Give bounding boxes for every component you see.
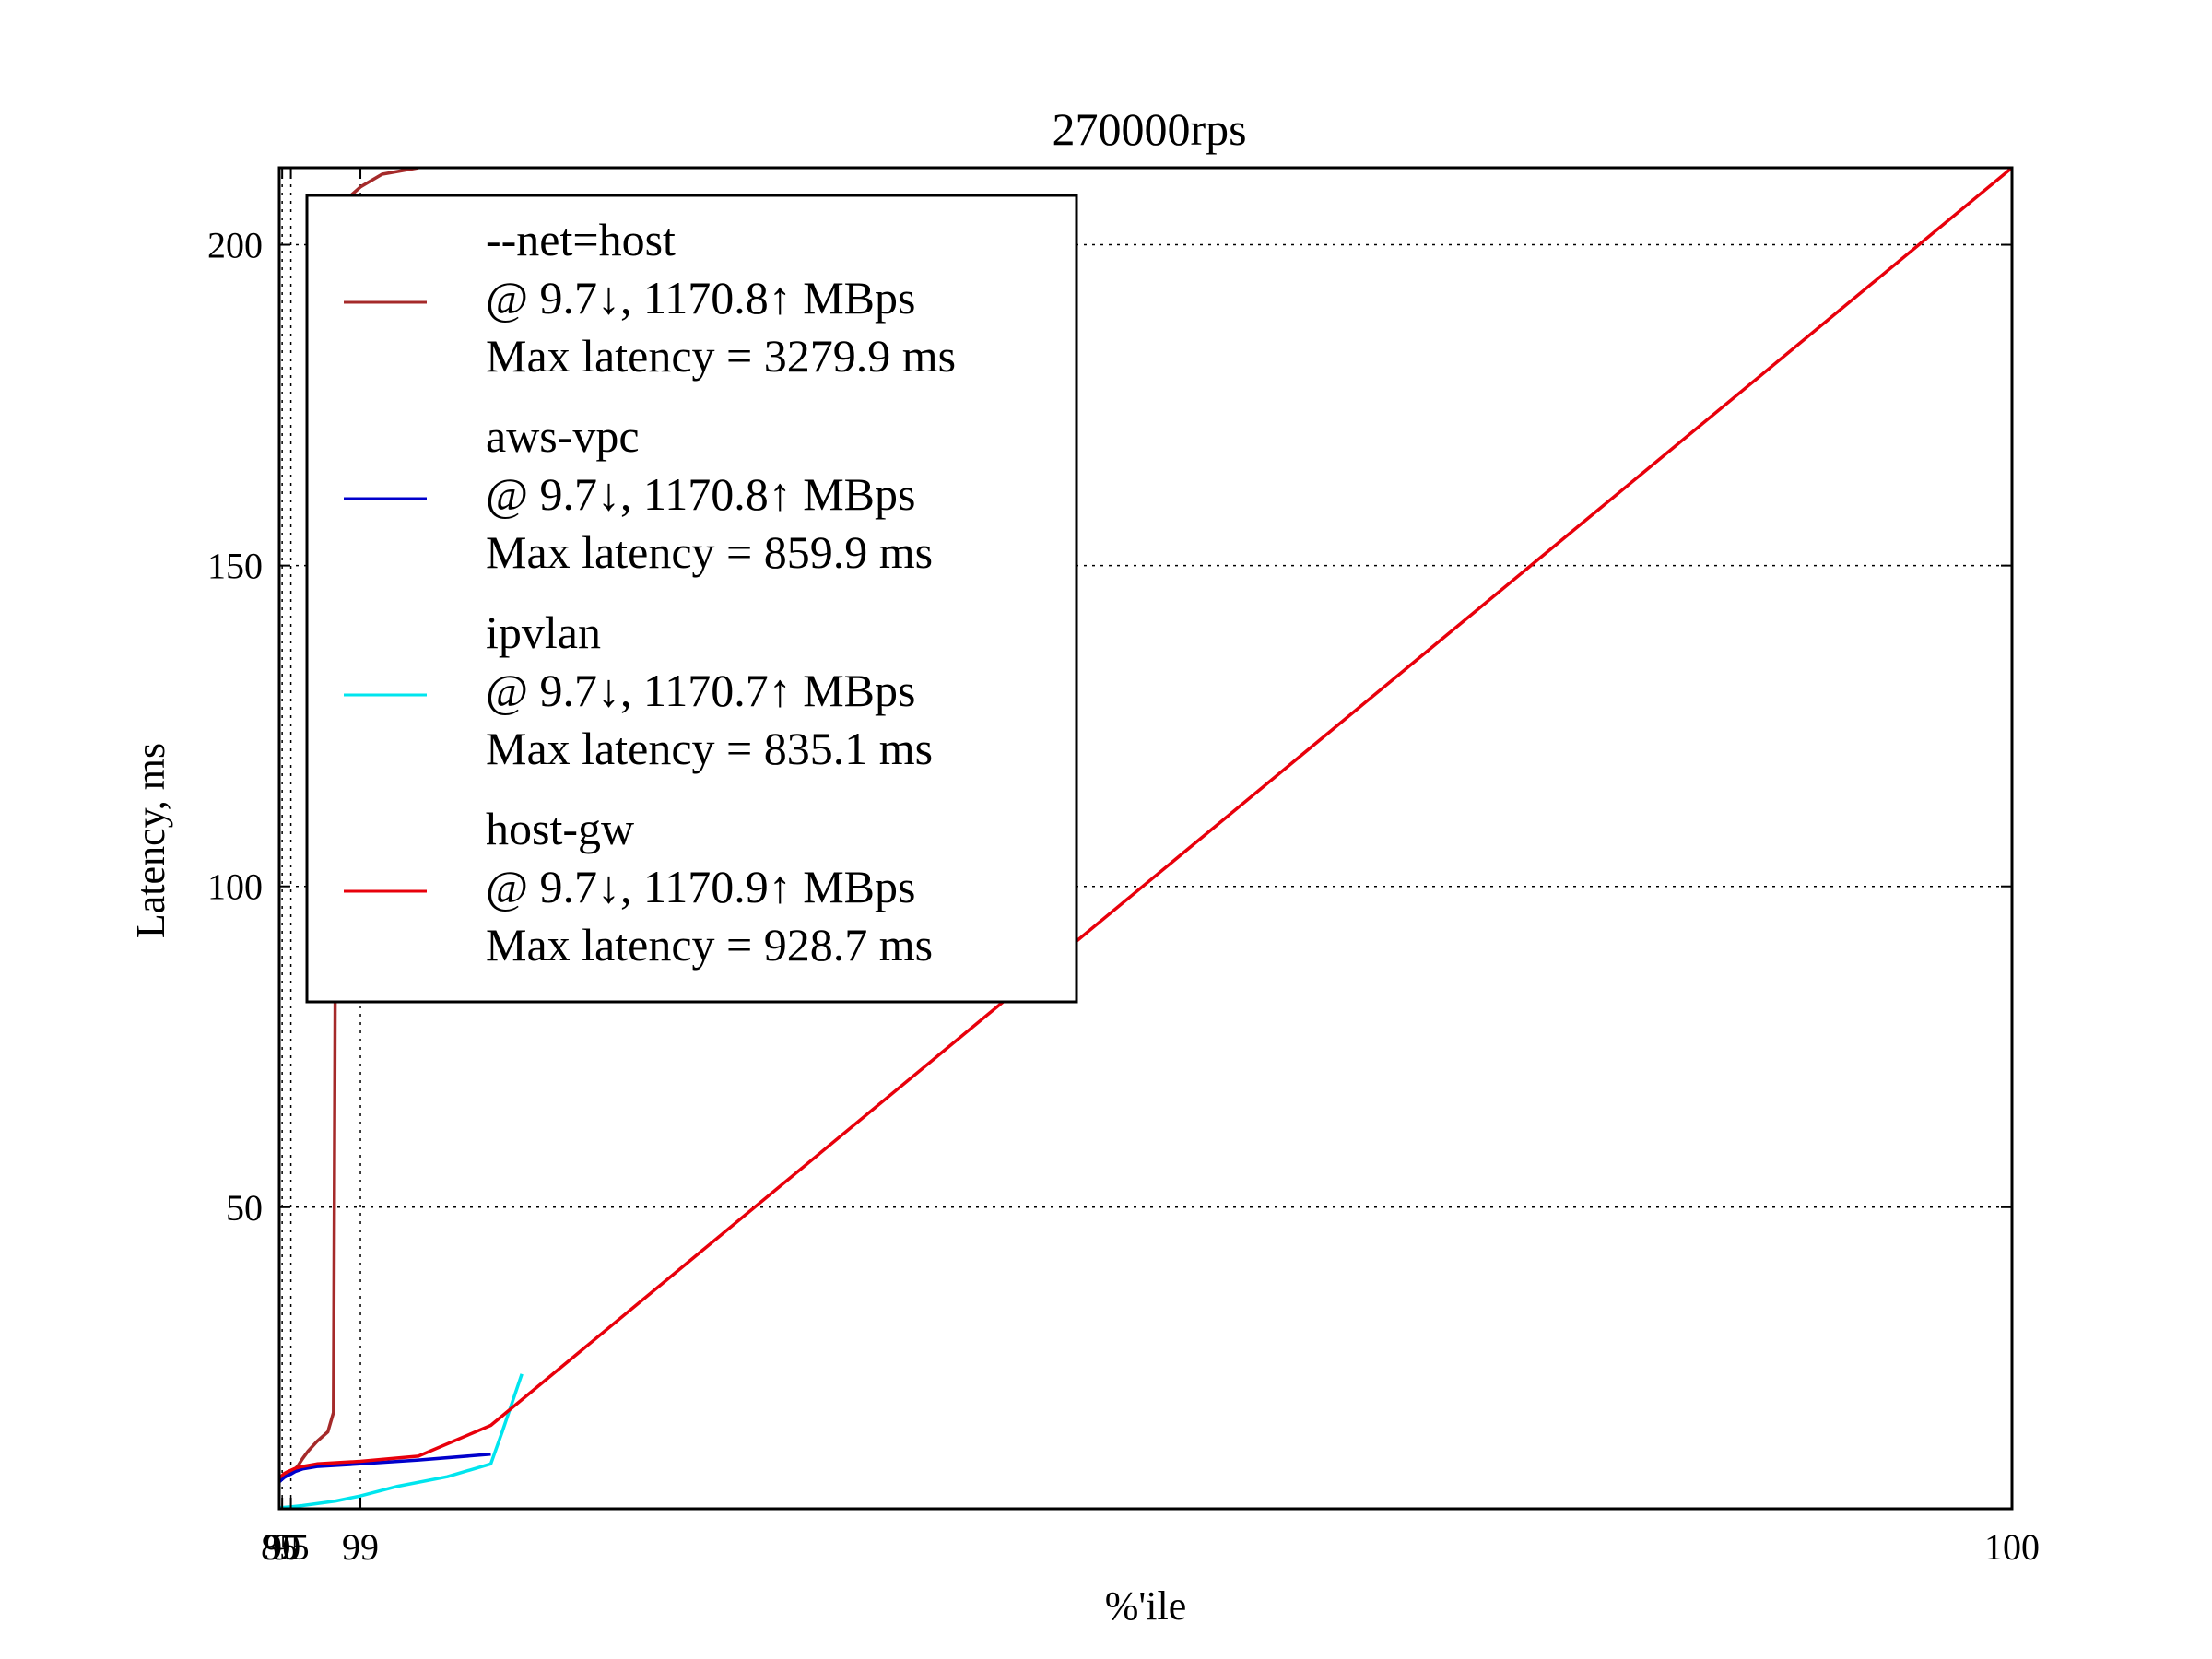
x-tick-label: 90 bbox=[264, 1526, 300, 1568]
x-tick-label: 95 bbox=[273, 1526, 310, 1568]
x-axis-label: %'ile bbox=[1105, 1583, 1187, 1629]
series-line-host-gw bbox=[279, 168, 2012, 1479]
series-line-aws-vpc bbox=[279, 1453, 491, 1484]
legend-entry-net-host: --net=host @ 9.7↓, 1170.8↑ MBps Max late… bbox=[344, 214, 956, 382]
y-tick-label: 150 bbox=[207, 546, 263, 587]
x-tick-label: 99 bbox=[342, 1526, 379, 1568]
legend-box bbox=[305, 194, 1078, 1004]
legend-series-throughput: @ 9.7↓, 1170.8↑ MBps bbox=[486, 272, 915, 324]
legend-entry-host-gw: host-gw @ 9.7↓, 1170.9↑ MBps Max latency… bbox=[344, 803, 933, 971]
legend-series-name: ipvlan bbox=[486, 606, 601, 658]
chart-title: 270000rps bbox=[1052, 103, 1246, 155]
legend-series-name: aws-vpc bbox=[486, 410, 640, 462]
legend-entry-aws-vpc: aws-vpc @ 9.7↓, 1170.8↑ MBps Max latency… bbox=[344, 410, 933, 578]
legend-series-throughput: @ 9.7↓, 1170.7↑ MBps bbox=[486, 665, 915, 716]
legend-entry-ipvlan: ipvlan @ 9.7↓, 1170.7↑ MBps Max latency … bbox=[344, 606, 933, 774]
series-line-ipvlan bbox=[279, 1373, 524, 1509]
legend: --net=host @ 9.7↓, 1170.8↑ MBps Max late… bbox=[305, 194, 1078, 1004]
grid-lines bbox=[279, 168, 2012, 1509]
legend-series-throughput: @ 9.7↓, 1170.8↑ MBps bbox=[486, 468, 915, 520]
legend-series-max-latency: Max latency = 3279.9 ms bbox=[486, 330, 956, 382]
plot-frame bbox=[277, 166, 2014, 1511]
y-tick-label: 200 bbox=[207, 225, 263, 266]
legend-series-max-latency: Max latency = 859.9 ms bbox=[486, 526, 933, 578]
x-tick-label: 100 bbox=[1984, 1526, 2040, 1568]
legend-series-max-latency: Max latency = 928.7 ms bbox=[486, 919, 933, 971]
x-tick-label: 85 bbox=[261, 1526, 298, 1568]
y-axis-label: Latency, ms bbox=[128, 743, 173, 938]
y-tick-label: 100 bbox=[207, 866, 263, 908]
legend-series-name: host-gw bbox=[486, 803, 634, 854]
y-tick-label: 50 bbox=[226, 1187, 263, 1229]
legend-series-throughput: @ 9.7↓, 1170.9↑ MBps bbox=[486, 861, 915, 912]
legend-series-max-latency: Max latency = 835.1 ms bbox=[486, 723, 933, 774]
legend-series-name: --net=host bbox=[486, 214, 676, 265]
